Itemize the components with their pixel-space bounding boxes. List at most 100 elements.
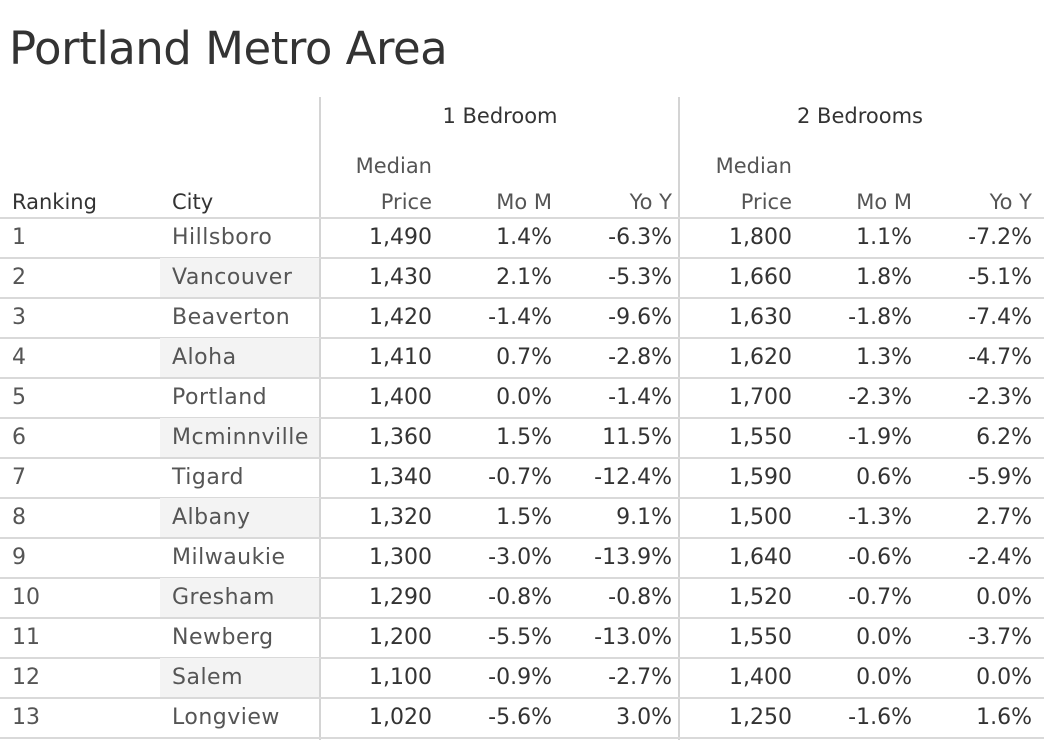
cell-yoy-2br: -7.4% xyxy=(968,305,1032,330)
cell-mom-1br: -5.5% xyxy=(488,625,552,650)
cell-median-2br: 1,620 xyxy=(729,345,792,370)
cell-mom-1br: -0.8% xyxy=(488,585,552,610)
cell-median-1br: 1,400 xyxy=(369,385,432,410)
header-median-2br-top: Median xyxy=(715,154,792,178)
cell-mom-1br: 1.5% xyxy=(496,505,552,530)
cell-mom-2br: -1.8% xyxy=(848,305,912,330)
cell-median-1br: 1,430 xyxy=(369,265,432,290)
cell-yoy-2br: -2.3% xyxy=(968,385,1032,410)
cell-ranking: 1 xyxy=(12,225,26,250)
cell-city: Aloha xyxy=(172,345,237,370)
cell-mom-1br: -0.7% xyxy=(488,465,552,490)
cell-median-1br: 1,360 xyxy=(369,425,432,450)
cell-city: Salem xyxy=(172,665,244,690)
cell-median-2br: 1,800 xyxy=(729,225,792,250)
cell-yoy-1br: -6.3% xyxy=(608,225,672,250)
cell-ranking: 3 xyxy=(12,305,26,330)
cell-median-1br: 1,020 xyxy=(369,705,432,730)
header-yoy-2br: Yo Y xyxy=(989,190,1032,214)
cell-mom-2br: -0.6% xyxy=(848,545,912,570)
cell-median-2br: 1,660 xyxy=(729,265,792,290)
cell-ranking: 13 xyxy=(12,705,40,730)
cell-yoy-1br: -5.3% xyxy=(608,265,672,290)
cell-mom-1br: 0.0% xyxy=(496,385,552,410)
cell-ranking: 12 xyxy=(12,665,40,690)
cell-mom-2br: -1.3% xyxy=(848,505,912,530)
cell-yoy-1br: 3.0% xyxy=(616,705,672,730)
row-rule xyxy=(0,657,1044,659)
cell-yoy-2br: -5.1% xyxy=(968,265,1032,290)
group-header-2-bedrooms: 2 Bedrooms xyxy=(797,104,923,128)
cell-median-2br: 1,400 xyxy=(729,665,792,690)
cell-median-1br: 1,100 xyxy=(369,665,432,690)
row-rule xyxy=(0,297,1044,299)
header-rule xyxy=(0,217,1044,219)
cell-median-1br: 1,320 xyxy=(369,505,432,530)
header-yoy-1br: Yo Y xyxy=(629,190,672,214)
cell-yoy-1br: -2.7% xyxy=(608,665,672,690)
cell-city: Vancouver xyxy=(172,265,293,290)
cell-city: Tigard xyxy=(172,465,244,490)
cell-yoy-2br: 6.2% xyxy=(976,425,1032,450)
cell-mom-2br: 0.0% xyxy=(856,625,912,650)
cell-yoy-2br: -3.7% xyxy=(968,625,1032,650)
cell-ranking: 2 xyxy=(12,265,26,290)
cell-city: Hillsboro xyxy=(172,225,273,250)
cell-mom-1br: 1.4% xyxy=(496,225,552,250)
cell-city: Beaverton xyxy=(172,305,291,330)
cell-yoy-1br: -1.4% xyxy=(608,385,672,410)
cell-city: Portland xyxy=(172,385,268,410)
cell-median-2br: 1,550 xyxy=(729,425,792,450)
cell-city: Newberg xyxy=(172,625,274,650)
header-median-1br: Price xyxy=(380,190,432,214)
cell-yoy-2br: -7.2% xyxy=(968,225,1032,250)
cell-mom-1br: 2.1% xyxy=(496,265,552,290)
page-title: Portland Metro Area xyxy=(9,22,448,75)
cell-median-2br: 1,520 xyxy=(729,585,792,610)
row-band xyxy=(160,338,319,378)
cell-ranking: 11 xyxy=(12,625,40,650)
cell-median-1br: 1,290 xyxy=(369,585,432,610)
cell-yoy-1br: -13.9% xyxy=(594,545,672,570)
cell-median-1br: 1,490 xyxy=(369,225,432,250)
cell-median-2br: 1,640 xyxy=(729,545,792,570)
cell-mom-1br: -1.4% xyxy=(488,305,552,330)
cell-ranking: 6 xyxy=(12,425,26,450)
cell-median-2br: 1,550 xyxy=(729,625,792,650)
row-rule xyxy=(0,697,1044,699)
cell-mom-2br: -1.6% xyxy=(848,705,912,730)
row-rule xyxy=(0,417,1044,419)
cell-yoy-1br: 9.1% xyxy=(616,505,672,530)
header-ranking: Ranking xyxy=(12,190,97,214)
cell-yoy-1br: 11.5% xyxy=(602,425,672,450)
cell-yoy-2br: -4.7% xyxy=(968,345,1032,370)
cell-mom-2br: -1.9% xyxy=(848,425,912,450)
group-header-1-bedroom: 1 Bedroom xyxy=(442,104,558,128)
cell-yoy-2br: -2.4% xyxy=(968,545,1032,570)
row-band xyxy=(160,498,319,538)
cell-mom-1br: -3.0% xyxy=(488,545,552,570)
row-rule xyxy=(0,377,1044,379)
cell-yoy-1br: -12.4% xyxy=(594,465,672,490)
cell-median-1br: 1,200 xyxy=(369,625,432,650)
cell-median-2br: 1,500 xyxy=(729,505,792,530)
header-mom-1br: Mo M xyxy=(496,190,552,214)
row-rule xyxy=(0,617,1044,619)
cell-median-1br: 1,410 xyxy=(369,345,432,370)
cell-mom-1br: 0.7% xyxy=(496,345,552,370)
cell-mom-2br: 1.8% xyxy=(856,265,912,290)
row-band xyxy=(160,418,319,458)
row-rule xyxy=(0,537,1044,539)
cell-ranking: 9 xyxy=(12,545,26,570)
cell-median-2br: 1,630 xyxy=(729,305,792,330)
cell-city: Gresham xyxy=(172,585,275,610)
row-band xyxy=(160,578,319,618)
cell-mom-2br: 0.6% xyxy=(856,465,912,490)
row-band xyxy=(160,658,319,698)
row-band xyxy=(160,258,319,298)
cell-yoy-1br: -2.8% xyxy=(608,345,672,370)
cell-city: Albany xyxy=(172,505,251,530)
cell-yoy-2br: 1.6% xyxy=(976,705,1032,730)
row-rule xyxy=(0,737,1044,739)
cell-ranking: 4 xyxy=(12,345,26,370)
